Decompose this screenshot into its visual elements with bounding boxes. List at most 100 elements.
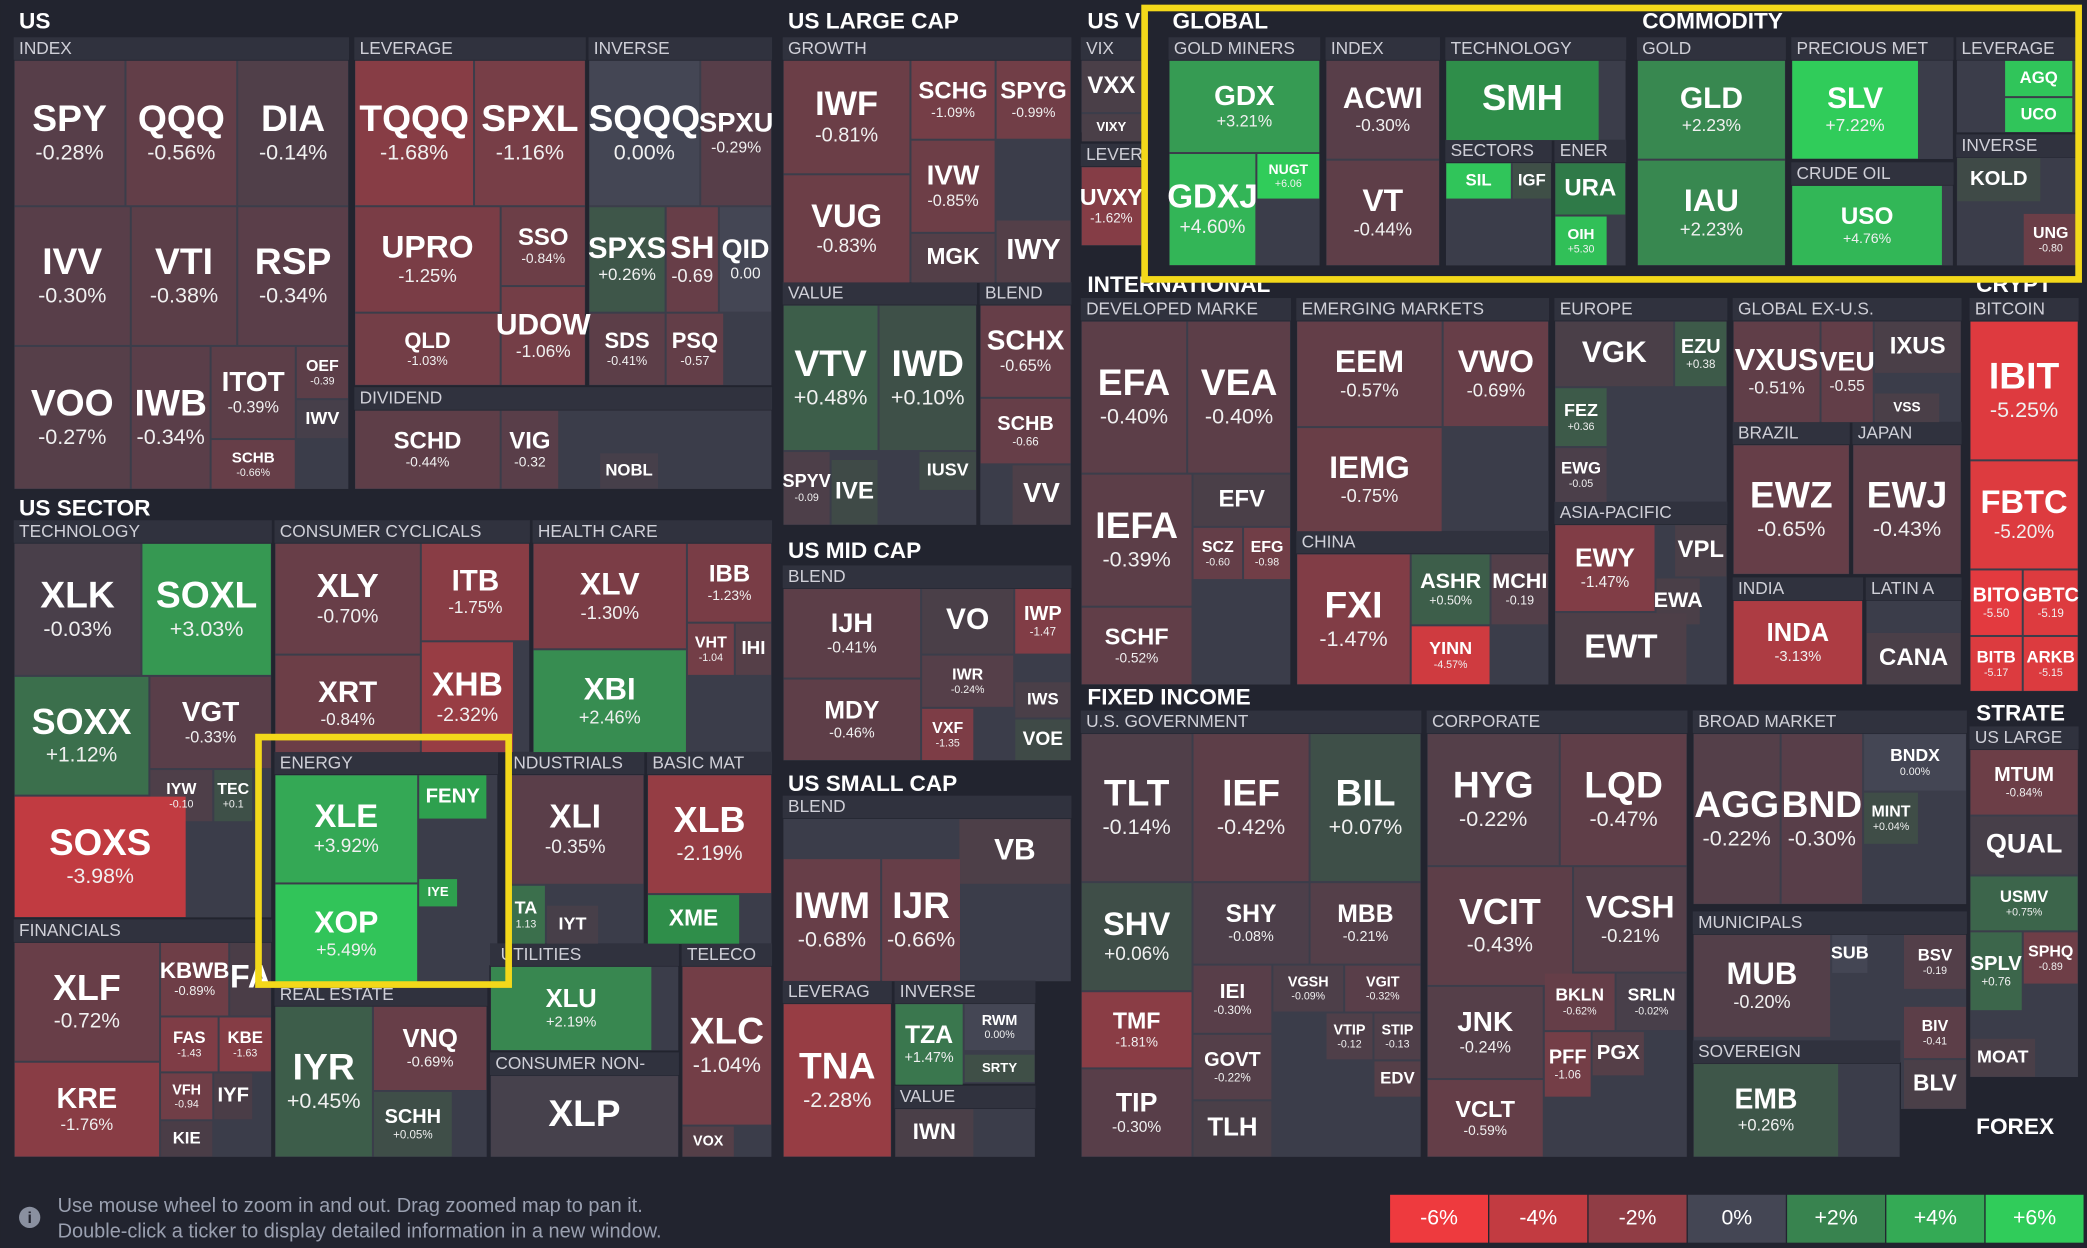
ticker-tile[interactable] xyxy=(161,942,229,1016)
ticker-tile[interactable] xyxy=(419,775,487,819)
ticker-tile[interactable] xyxy=(1081,114,1141,142)
ticker-tile[interactable] xyxy=(506,775,644,884)
ticker-tile[interactable] xyxy=(1427,734,1559,866)
ticker-tile[interactable] xyxy=(131,207,237,345)
ticker-tile[interactable] xyxy=(1512,163,1551,199)
ticker-tile[interactable] xyxy=(1169,154,1256,266)
ticker-tile[interactable] xyxy=(355,207,500,312)
ticker-tile[interactable] xyxy=(783,60,910,174)
ticker-tile[interactable] xyxy=(14,60,125,206)
ticker-tile[interactable] xyxy=(783,859,881,981)
ticker-tile[interactable] xyxy=(1970,636,2022,691)
ticker-tile[interactable] xyxy=(2023,570,2078,635)
ticker-tile[interactable] xyxy=(911,60,995,139)
ticker-tile[interactable] xyxy=(230,942,271,1016)
ticker-tile[interactable] xyxy=(1555,525,1655,612)
ticker-tile[interactable] xyxy=(1864,792,1918,844)
ticker-tile[interactable] xyxy=(735,623,772,675)
ticker-tile[interactable] xyxy=(1733,445,1849,574)
ticker-tile[interactable] xyxy=(1903,1060,1966,1109)
ticker-tile[interactable] xyxy=(1616,973,1687,1031)
ticker-tile[interactable] xyxy=(1081,1069,1192,1157)
ticker-tile[interactable] xyxy=(1446,60,1599,141)
ticker-tile[interactable] xyxy=(1637,160,1785,266)
ticker-tile[interactable] xyxy=(1555,216,1607,266)
ticker-tile[interactable] xyxy=(1193,1101,1272,1157)
ticker-tile[interactable] xyxy=(1443,321,1549,427)
ticker-tile[interactable] xyxy=(296,346,348,399)
ticker-tile[interactable] xyxy=(373,1006,487,1091)
ticker-tile[interactable] xyxy=(275,1006,372,1157)
ticker-tile[interactable] xyxy=(1169,60,1320,153)
ticker-tile[interactable] xyxy=(14,543,141,675)
ticker-tile[interactable] xyxy=(1193,474,1290,526)
ticker-tile[interactable] xyxy=(419,879,458,907)
ticker-tile[interactable] xyxy=(895,1109,974,1157)
ticker-tile[interactable] xyxy=(1257,154,1320,199)
ticker-tile[interactable] xyxy=(1903,1006,1966,1059)
ticker-tile[interactable] xyxy=(1970,461,2078,569)
ticker-tile[interactable] xyxy=(1081,607,1192,685)
ticker-tile[interactable] xyxy=(1244,527,1290,580)
ticker-tile[interactable] xyxy=(1273,965,1344,1012)
ticker-tile[interactable] xyxy=(1193,527,1243,580)
ticker-tile[interactable] xyxy=(533,543,686,649)
ticker-tile[interactable] xyxy=(1853,445,1961,574)
ticker-tile[interactable] xyxy=(783,452,830,525)
ticker-tile[interactable] xyxy=(980,398,1071,464)
ticker-tile[interactable] xyxy=(1637,60,1785,159)
ticker-tile[interactable] xyxy=(1297,321,1442,427)
ticker-tile[interactable] xyxy=(533,650,686,753)
ticker-tile[interactable] xyxy=(219,1017,271,1072)
ticker-tile[interactable] xyxy=(238,60,348,206)
ticker-tile[interactable] xyxy=(506,885,545,944)
ticker-tile[interactable] xyxy=(1792,60,1918,159)
ticker-tile[interactable] xyxy=(783,679,921,761)
ticker-tile[interactable] xyxy=(2023,213,2078,266)
ticker-tile[interactable] xyxy=(1864,734,1966,791)
ticker-tile[interactable] xyxy=(1874,321,1961,373)
ticker-tile[interactable] xyxy=(1560,734,1687,866)
ticker-tile[interactable] xyxy=(14,1062,160,1157)
ticker-tile[interactable] xyxy=(14,207,130,345)
ticker-tile[interactable] xyxy=(1781,734,1863,904)
ticker-tile[interactable] xyxy=(275,775,418,883)
ticker-tile[interactable] xyxy=(1081,167,1141,246)
ticker-tile[interactable] xyxy=(919,452,976,490)
ticker-tile[interactable] xyxy=(1903,935,1966,989)
ticker-tile[interactable] xyxy=(1297,428,1442,532)
ticker-tile[interactable] xyxy=(1310,883,1421,964)
ticker-tile[interactable] xyxy=(1970,932,2022,1011)
ticker-tile[interactable] xyxy=(355,313,500,385)
ticker-tile[interactable] xyxy=(211,440,295,489)
ticker-tile[interactable] xyxy=(1081,883,1192,991)
ticker-tile[interactable] xyxy=(2023,932,2078,984)
ticker-tile[interactable] xyxy=(1427,986,1543,1079)
ticker-tile[interactable] xyxy=(719,207,772,312)
ticker-tile[interactable] xyxy=(964,1004,1035,1051)
ticker-tile[interactable] xyxy=(14,676,149,795)
ticker-tile[interactable] xyxy=(1675,321,1727,387)
ticker-tile[interactable] xyxy=(701,60,772,206)
ticker-tile[interactable] xyxy=(1874,393,1940,423)
ticker-tile[interactable] xyxy=(161,1073,213,1120)
ticker-tile[interactable] xyxy=(1297,554,1410,685)
ticker-tile[interactable] xyxy=(1015,589,1071,654)
ticker-tile[interactable] xyxy=(126,60,237,206)
ticker-tile[interactable] xyxy=(1693,734,1780,904)
ticker-tile[interactable] xyxy=(1326,1013,1373,1060)
ticker-tile[interactable] xyxy=(1544,1032,1591,1097)
ticker-tile[interactable] xyxy=(666,207,718,312)
ticker-tile[interactable] xyxy=(1015,719,1071,761)
ticker-tile[interactable] xyxy=(150,676,271,769)
ticker-tile[interactable] xyxy=(1188,321,1290,473)
ticker-tile[interactable] xyxy=(373,1092,452,1157)
ticker-tile[interactable] xyxy=(589,60,700,206)
ticker-tile[interactable] xyxy=(1081,321,1187,473)
ticker-tile[interactable] xyxy=(1733,321,1820,423)
ticker-tile[interactable] xyxy=(682,966,772,1125)
ticker-tile[interactable] xyxy=(682,1126,734,1157)
ticker-tile[interactable] xyxy=(1555,613,1687,685)
ticker-tile[interactable] xyxy=(1491,554,1549,625)
ticker-tile[interactable] xyxy=(1733,601,1863,685)
